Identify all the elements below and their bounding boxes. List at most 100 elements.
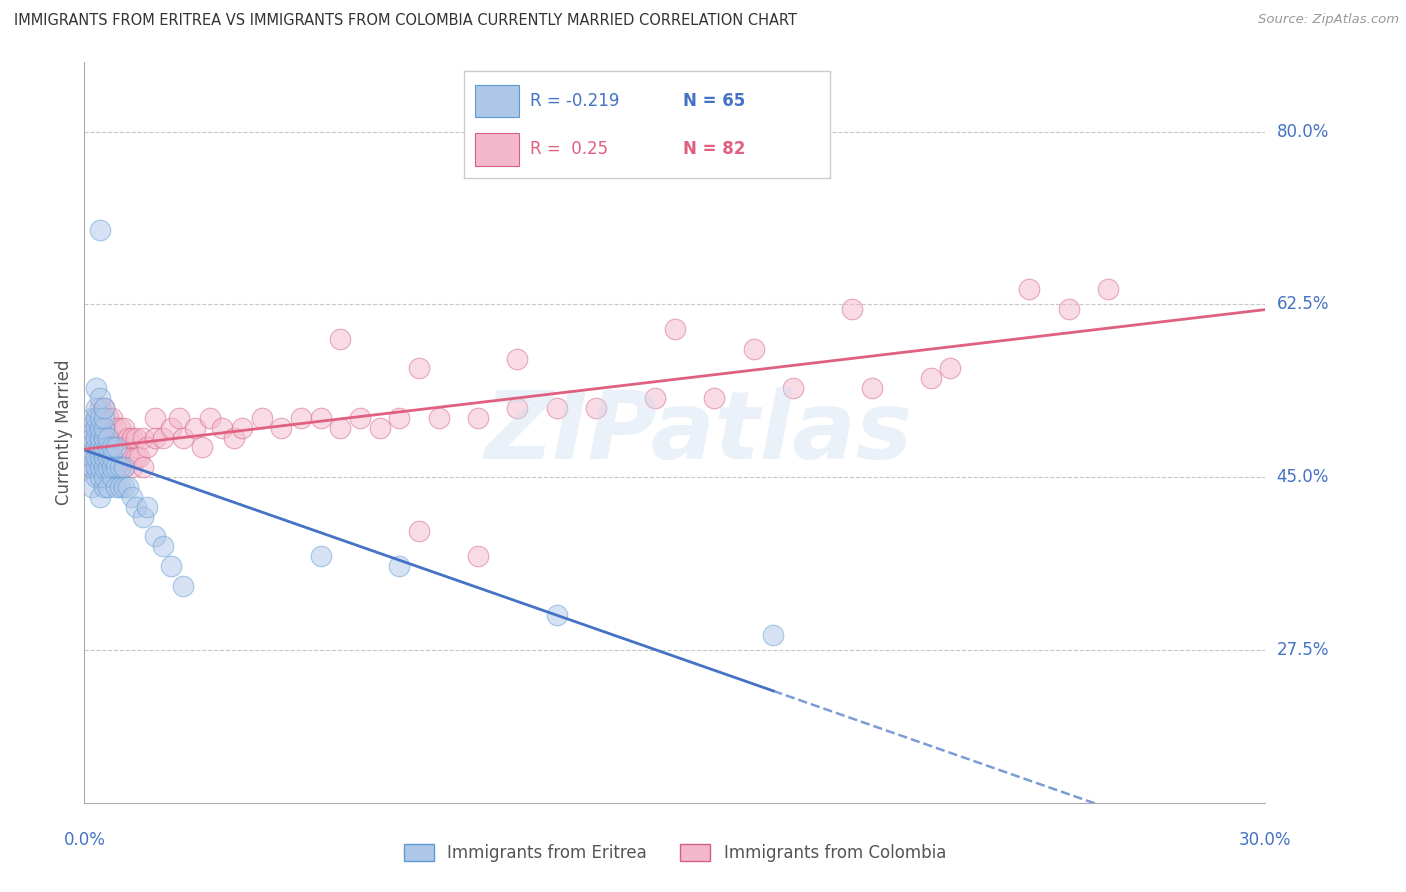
Point	[84, 431, 107, 445]
Point	[112, 460, 135, 475]
Point	[117, 431, 139, 445]
Text: 45.0%: 45.0%	[1277, 468, 1329, 486]
Point	[388, 410, 411, 425]
Point	[82, 431, 104, 445]
Point	[89, 450, 111, 465]
Point	[329, 332, 352, 346]
Point	[101, 431, 124, 445]
Point	[121, 431, 143, 445]
Point	[97, 470, 120, 484]
Point	[222, 431, 245, 445]
Text: N = 82: N = 82	[683, 141, 745, 159]
Point	[742, 342, 765, 356]
Point	[585, 401, 607, 415]
Point	[152, 431, 174, 445]
Point	[132, 509, 155, 524]
Point	[136, 441, 159, 455]
Point	[104, 460, 127, 475]
Point	[108, 480, 131, 494]
Point	[104, 441, 127, 455]
Point	[93, 420, 115, 434]
Point	[93, 441, 115, 455]
Point	[191, 441, 214, 455]
Point	[467, 410, 489, 425]
Point	[270, 420, 292, 434]
Point	[77, 441, 100, 455]
Point	[920, 371, 942, 385]
Point	[93, 460, 115, 475]
Point	[93, 480, 115, 494]
Point	[506, 351, 529, 366]
Point	[172, 431, 194, 445]
Legend: Immigrants from Eritrea, Immigrants from Colombia: Immigrants from Eritrea, Immigrants from…	[396, 837, 953, 869]
Y-axis label: Currently Married: Currently Married	[55, 359, 73, 506]
Point	[97, 431, 120, 445]
Point	[84, 381, 107, 395]
Point	[644, 391, 666, 405]
Point	[841, 302, 863, 317]
Point	[388, 558, 411, 573]
Point	[93, 410, 115, 425]
Point	[546, 608, 568, 623]
Point	[782, 381, 804, 395]
Point	[467, 549, 489, 563]
Point	[200, 410, 222, 425]
Point	[121, 460, 143, 475]
Point	[97, 450, 120, 465]
Point	[77, 420, 100, 434]
Point	[250, 410, 273, 425]
Point	[82, 480, 104, 494]
Point	[117, 480, 139, 494]
Point	[84, 450, 107, 465]
Point	[108, 460, 131, 475]
Point	[167, 410, 190, 425]
Point	[427, 410, 450, 425]
Point	[211, 420, 233, 434]
Point	[84, 401, 107, 415]
Point	[309, 549, 332, 563]
Point	[89, 391, 111, 405]
Point	[408, 524, 430, 539]
Point	[89, 460, 111, 475]
Point	[89, 441, 111, 455]
Text: IMMIGRANTS FROM ERITREA VS IMMIGRANTS FROM COLOMBIA CURRENTLY MARRIED CORRELATIO: IMMIGRANTS FROM ERITREA VS IMMIGRANTS FR…	[14, 13, 797, 29]
Point	[132, 460, 155, 475]
Point	[152, 539, 174, 553]
Point	[112, 441, 135, 455]
Point	[101, 441, 124, 455]
Point	[97, 460, 120, 475]
Point	[1097, 283, 1119, 297]
Point	[408, 361, 430, 376]
Point	[84, 470, 107, 484]
Point	[101, 410, 124, 425]
Point	[89, 420, 111, 434]
Point	[93, 460, 115, 475]
Point	[84, 410, 107, 425]
Point	[104, 480, 127, 494]
Point	[762, 628, 785, 642]
Point	[89, 470, 111, 484]
Point	[290, 410, 312, 425]
Point	[97, 441, 120, 455]
Point	[77, 441, 100, 455]
Text: R =  0.25: R = 0.25	[530, 141, 607, 159]
Point	[89, 410, 111, 425]
Point	[309, 410, 332, 425]
Point	[101, 460, 124, 475]
Point	[82, 450, 104, 465]
Point	[160, 558, 183, 573]
Point	[84, 420, 107, 434]
Point	[89, 431, 111, 445]
Point	[124, 450, 146, 465]
Point	[183, 420, 205, 434]
Point	[939, 361, 962, 376]
Point	[82, 460, 104, 475]
Point	[124, 431, 146, 445]
Point	[101, 470, 124, 484]
Point	[128, 450, 150, 465]
Point	[231, 420, 253, 434]
Point	[101, 450, 124, 465]
Point	[112, 480, 135, 494]
Point	[84, 441, 107, 455]
Point	[84, 431, 107, 445]
